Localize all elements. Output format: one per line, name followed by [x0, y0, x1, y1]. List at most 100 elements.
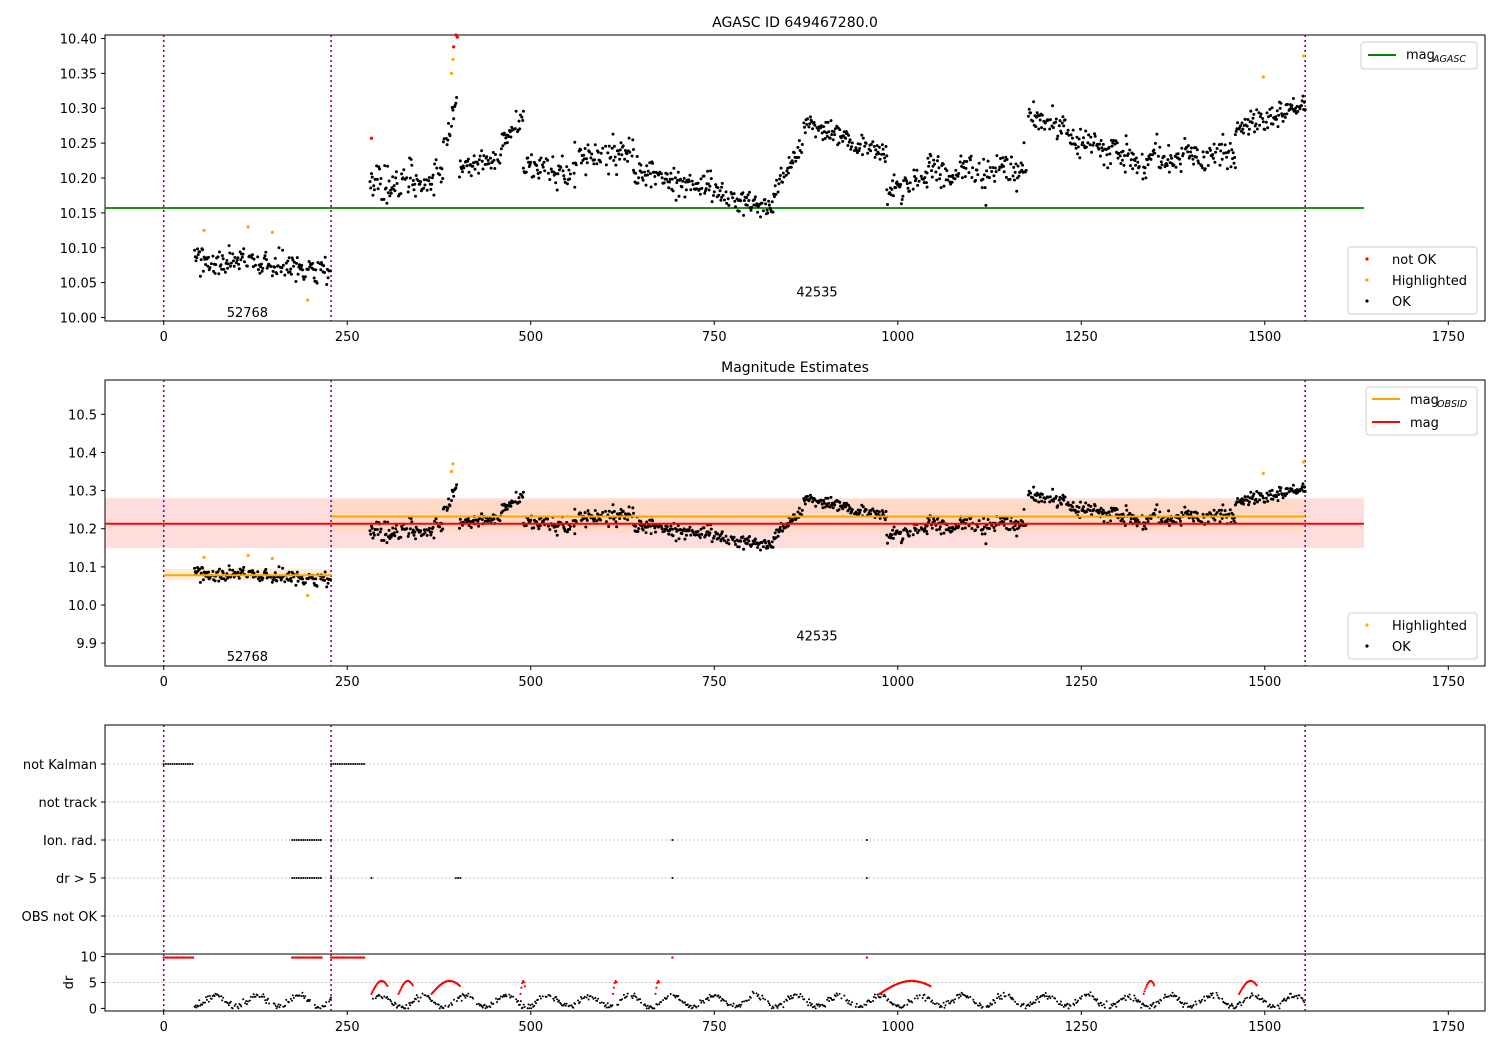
ok-point — [1014, 162, 1018, 166]
dr-point — [278, 1006, 281, 1009]
ok-point — [254, 263, 257, 267]
ok-point — [917, 179, 921, 183]
dr-point — [1250, 992, 1253, 995]
ok-point — [908, 181, 912, 185]
ok-point — [241, 568, 245, 572]
dr-point — [201, 1003, 204, 1006]
ok-point — [301, 275, 305, 279]
dr-point — [496, 1001, 498, 1004]
ok-point — [652, 170, 656, 174]
ok-point — [559, 165, 563, 169]
ok-point — [1002, 170, 1006, 174]
ok-point — [1048, 500, 1052, 504]
flag-point — [313, 839, 316, 841]
flag-category-label: not Kalman — [23, 758, 97, 773]
ok-point — [461, 170, 464, 174]
ok-point — [1142, 171, 1146, 175]
ok-point — [610, 146, 614, 150]
ok-point — [1031, 119, 1035, 123]
dr-point — [1115, 1005, 1118, 1008]
ok-point — [1131, 167, 1135, 171]
dr-point — [981, 1005, 984, 1008]
ok-point — [753, 195, 757, 199]
ok-point — [211, 254, 215, 258]
ok-point — [225, 259, 229, 262]
dr-clipped-point — [361, 956, 364, 959]
flag-point — [317, 877, 320, 879]
dr-point — [1056, 1000, 1059, 1003]
ok-point — [1102, 163, 1106, 167]
ok-point — [368, 180, 372, 184]
dr-point — [776, 1006, 779, 1009]
ok-point — [1156, 154, 1160, 158]
ok-point — [1233, 133, 1237, 137]
dr-point — [1066, 1002, 1069, 1005]
flag-point — [334, 763, 337, 765]
dr-point — [453, 998, 455, 1001]
flag-point — [295, 839, 298, 841]
ok-point — [776, 190, 780, 194]
ok-point — [618, 157, 622, 161]
ok-point — [883, 518, 887, 522]
ok-point — [871, 140, 875, 144]
ok-point — [287, 256, 291, 260]
ok-point — [714, 183, 718, 187]
ok-point — [814, 504, 818, 508]
ok-point — [412, 533, 416, 537]
ok-point — [537, 176, 541, 180]
dr-point — [1140, 1006, 1143, 1009]
ok-point — [284, 261, 288, 265]
dr-point — [424, 994, 427, 997]
ok-point — [546, 517, 550, 521]
ok-point — [393, 534, 397, 538]
ok-point — [217, 579, 221, 583]
flag-point — [182, 763, 185, 765]
ok-point — [1189, 146, 1193, 150]
ok-point — [811, 127, 815, 131]
ok-point — [833, 133, 837, 137]
dr-point — [1085, 993, 1088, 996]
ok-point — [585, 157, 588, 161]
ok-point — [970, 176, 974, 179]
ok-point — [488, 156, 492, 160]
dr-point — [1278, 1007, 1281, 1010]
dr-point — [1051, 995, 1054, 998]
ok-point — [1151, 153, 1154, 157]
ok-point — [376, 533, 380, 537]
dr-point — [205, 996, 207, 999]
dr-point — [325, 1001, 328, 1004]
ok-point — [698, 192, 702, 196]
ok-point — [778, 525, 782, 529]
y-tick-label: 10.00 — [60, 312, 97, 327]
ok-point — [669, 171, 673, 175]
flag-point — [311, 839, 313, 841]
ok-point — [767, 199, 771, 203]
ok-point — [1136, 518, 1140, 522]
ok-point — [763, 198, 767, 201]
ok-point — [375, 177, 379, 181]
dr-clipped-point — [292, 956, 296, 959]
ok-point — [1195, 148, 1199, 152]
ok-point — [974, 178, 978, 182]
ok-point — [465, 164, 469, 168]
dr-point — [1302, 999, 1305, 1002]
ok-point — [568, 177, 572, 181]
dr-point — [405, 1004, 408, 1006]
dr-point — [431, 999, 434, 1002]
ok-point — [535, 164, 539, 167]
ok-point — [808, 115, 812, 119]
dr-point — [261, 995, 264, 998]
ok-point — [1117, 151, 1121, 155]
dr-clipped-point — [318, 956, 321, 959]
ok-point — [275, 272, 279, 276]
legend-label: OK — [1392, 295, 1411, 310]
ok-point — [822, 499, 826, 503]
dr-point — [940, 1005, 943, 1008]
dr-point — [526, 1007, 529, 1010]
ok-point — [911, 533, 915, 537]
dr-point — [408, 1002, 411, 1005]
dr-not-ok-point — [372, 989, 375, 992]
dr-point — [1060, 1004, 1063, 1007]
flag-point — [319, 839, 322, 841]
ok-point — [1019, 161, 1023, 165]
